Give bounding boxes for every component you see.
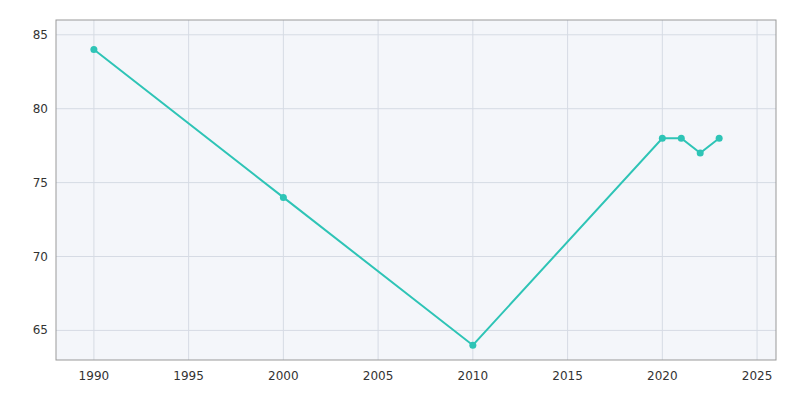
x-tick-label: 2025 <box>742 369 773 383</box>
point <box>280 194 287 201</box>
grid <box>56 20 776 360</box>
plot-background <box>56 20 776 360</box>
chart: 1990 1995 2000 2005 2010 2015 2020 2025 65 70 75 80… <box>0 0 800 400</box>
x-grid-line <box>662 20 663 360</box>
point <box>678 135 685 142</box>
x-grid-line <box>188 20 189 360</box>
point <box>716 135 723 142</box>
y-tick-label: 85 <box>33 28 48 42</box>
y-tick-label: 70 <box>33 250 48 264</box>
x-grid-line <box>93 20 94 360</box>
x-grid-line <box>283 20 284 360</box>
x-tick-label: 2015 <box>552 369 583 383</box>
point <box>90 46 97 53</box>
plot-frame <box>56 20 776 360</box>
x-tick-label: 2000 <box>268 369 299 383</box>
point <box>697 150 704 157</box>
point <box>469 342 476 349</box>
point <box>659 135 666 142</box>
y-tick-label: 75 <box>33 176 48 190</box>
y-grid-line <box>56 256 776 257</box>
x-tick-label: 2005 <box>363 369 394 383</box>
x-tick-label: 2010 <box>458 369 489 383</box>
x-grid-line <box>472 20 473 360</box>
series <box>90 46 722 349</box>
x-grid-line <box>567 20 568 360</box>
x-grid-line <box>757 20 758 360</box>
y-tick-label: 80 <box>33 102 48 116</box>
y-grid-line <box>56 182 776 183</box>
line <box>94 50 719 346</box>
y-tick-label: 65 <box>33 323 48 337</box>
x-grid-line <box>378 20 379 360</box>
x-tick-label: 2020 <box>647 369 678 383</box>
chart-container: 1990 1995 2000 2005 2010 2015 2020 2025 65 70 75 80… <box>0 0 800 400</box>
axes: 1990 1995 2000 2005 2010 2015 2020 2025 65 70 75 80… <box>33 28 773 383</box>
y-grid-line <box>56 108 776 109</box>
x-tick-label: 1990 <box>79 369 110 383</box>
x-tick-label: 1995 <box>173 369 204 383</box>
y-grid-line <box>56 330 776 331</box>
y-grid-line <box>56 34 776 35</box>
